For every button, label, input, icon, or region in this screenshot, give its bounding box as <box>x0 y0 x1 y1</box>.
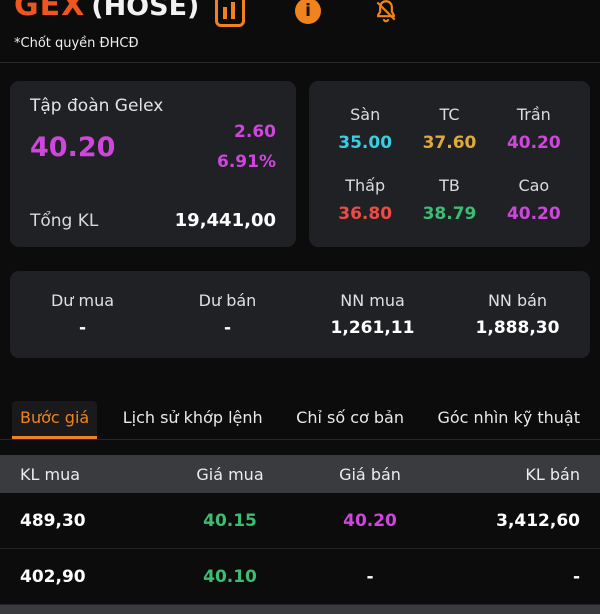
top-bar: GEX (HOSE) i <box>0 0 600 30</box>
price-limits-card: Sàn 35.00 TC 37.60 Trần 40.20 Thấp 36.80… <box>309 81 590 247</box>
header-gia-ban: Giá bán <box>339 464 401 484</box>
next-section-partial <box>0 605 600 614</box>
tab-goc-nhin-ky-thuat[interactable]: Góc nhìn kỹ thuật <box>437 408 580 427</box>
price-change: 2.60 <box>234 122 276 142</box>
tab-lich-su-khop-lenh[interactable]: Lịch sử khớp lệnh <box>122 408 263 427</box>
chart-icon[interactable] <box>215 0 245 27</box>
ticker-symbol: GEX <box>14 0 86 23</box>
last-price: 40.20 <box>30 131 116 163</box>
ticker-exchange: (HOSE) <box>91 0 200 22</box>
tab-chi-so-co-ban[interactable]: Chỉ số cơ bản <box>296 408 404 427</box>
header-divider <box>0 62 600 63</box>
stat-floor: Sàn 35.00 <box>338 104 393 153</box>
total-volume-label: Tổng KL <box>30 211 99 231</box>
buy-volume: 402,90 <box>20 566 86 587</box>
price-change-percent: 6.91% <box>217 152 276 172</box>
stat-high: Cao 40.20 <box>506 175 561 224</box>
header-gia-mua: Giá mua <box>196 464 264 484</box>
stat-low: Thấp 36.80 <box>338 175 393 224</box>
price-overview-card: Tập đoàn Gelex 40.20 2.60 6.91% Tổng KL … <box>10 81 296 247</box>
buy-price[interactable]: 40.10 <box>203 566 257 587</box>
ticker-title: GEX (HOSE) <box>14 0 586 23</box>
order-table-row[interactable]: 402,90 40.10 - - <box>0 549 600 605</box>
buy-volume: 489,30 <box>20 510 86 531</box>
stat-average: TB 38.79 <box>422 175 477 224</box>
header-kl-ban: KL bán <box>525 464 580 484</box>
order-table-row[interactable]: 489,30 40.15 40.20 3,412,60 <box>0 493 600 549</box>
order-table-header: KL mua Giá mua Giá bán KL bán <box>0 455 600 493</box>
sell-price: - <box>366 566 374 587</box>
company-name: Tập đoàn Gelex <box>30 96 164 116</box>
buy-price[interactable]: 40.15 <box>203 510 257 531</box>
detail-tabs: Bước giá Lịch sử khớp lệnh Chỉ số cơ bản… <box>0 401 600 440</box>
nn-mua-cell: NN mua 1,261,11 <box>330 291 415 338</box>
alert-bell-icon[interactable] <box>371 0 401 26</box>
total-volume-value: 19,441,00 <box>174 210 276 231</box>
sell-price[interactable]: 40.20 <box>343 510 397 531</box>
du-ban-cell: Dư bán - <box>198 291 257 338</box>
du-mua-cell: Dư mua - <box>50 291 115 338</box>
rights-note: *Chốt quyền ĐHCĐ <box>14 36 139 51</box>
stat-reference: TC 37.60 <box>422 104 477 153</box>
supply-demand-card: Dư mua - Dư bán - NN mua 1,261,11 NN bán… <box>10 271 590 358</box>
overview-section: Tập đoàn Gelex 40.20 2.60 6.91% Tổng KL … <box>0 63 600 247</box>
tab-buoc-gia[interactable]: Bước giá <box>12 401 98 439</box>
sell-volume: 3,412,60 <box>496 510 580 531</box>
info-icon[interactable]: i <box>293 0 323 26</box>
sell-volume: - <box>572 566 580 587</box>
header-kl-mua: KL mua <box>20 464 81 484</box>
nn-ban-cell: NN bán 1,888,30 <box>475 291 560 338</box>
stat-ceiling: Trần 40.20 <box>506 104 561 153</box>
